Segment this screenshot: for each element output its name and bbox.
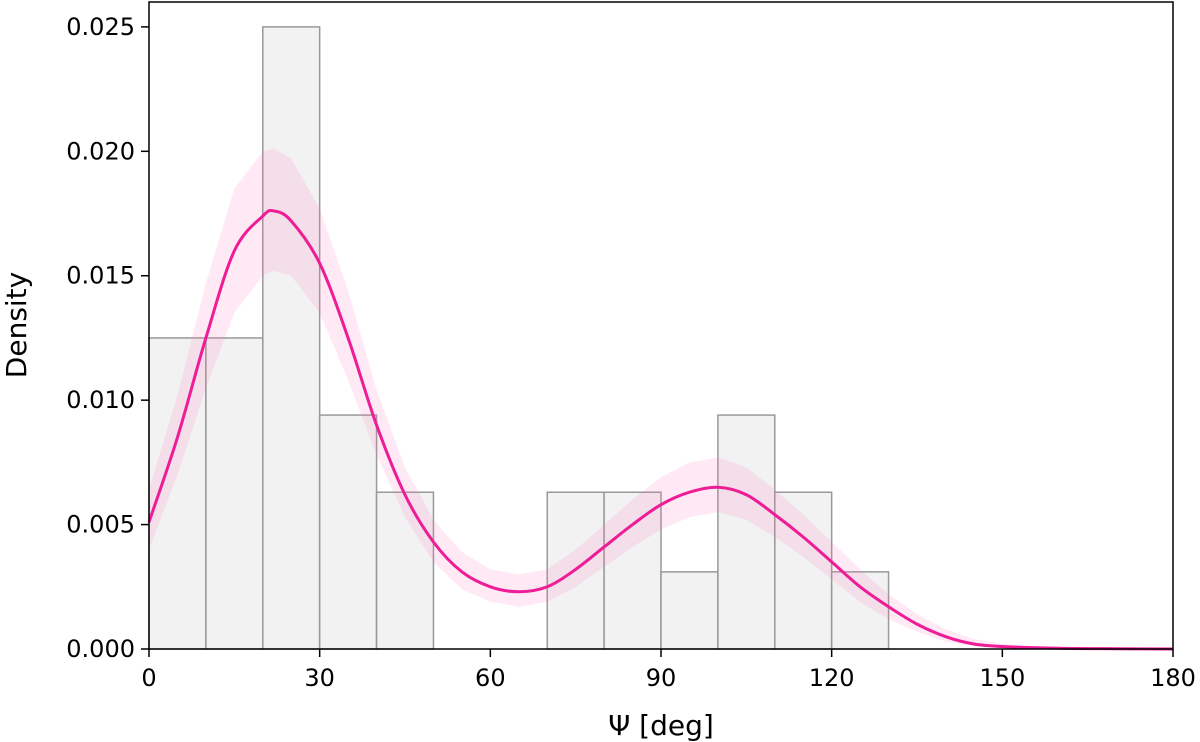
y-tick-label: 0.025 bbox=[66, 13, 135, 41]
x-tick-label: 180 bbox=[1150, 664, 1196, 692]
histogram-bar bbox=[262, 26, 321, 650]
y-axis-label: Density bbox=[0, 272, 33, 378]
y-tick-label: 0.005 bbox=[66, 511, 135, 539]
x-tick-label: 90 bbox=[646, 664, 677, 692]
kde-curve-group bbox=[147, 148, 1174, 651]
histogram-bar bbox=[830, 571, 890, 650]
histogram-bar bbox=[318, 414, 378, 650]
histogram-bar bbox=[603, 491, 662, 650]
y-tick-label: 0.000 bbox=[66, 635, 135, 663]
histogram-bar bbox=[205, 337, 264, 650]
x-tick-label: 30 bbox=[304, 664, 335, 692]
kde-confidence-band bbox=[149, 148, 1173, 649]
histogram-bar bbox=[717, 414, 776, 650]
x-tick-label: 0 bbox=[141, 664, 156, 692]
y-tick-label: 0.010 bbox=[66, 386, 135, 414]
x-axis-ticks: 0 30 60 90 120 150 180 bbox=[141, 649, 1196, 692]
y-axis-ticks: 0.000 0.005 0.010 0.015 0.020 0.025 bbox=[66, 13, 149, 663]
histogram-bar bbox=[375, 491, 435, 650]
x-tick-label: 150 bbox=[979, 664, 1025, 692]
y-tick-label: 0.020 bbox=[66, 137, 135, 165]
x-tick-label: 120 bbox=[809, 664, 855, 692]
y-tick-label: 0.015 bbox=[66, 262, 135, 290]
x-axis-label: Ψ [deg] bbox=[608, 709, 714, 742]
histogram-bar bbox=[660, 571, 719, 650]
kde-curve bbox=[147, 208, 1174, 651]
histogram-bars bbox=[148, 26, 890, 650]
x-tick-label: 60 bbox=[475, 664, 506, 692]
